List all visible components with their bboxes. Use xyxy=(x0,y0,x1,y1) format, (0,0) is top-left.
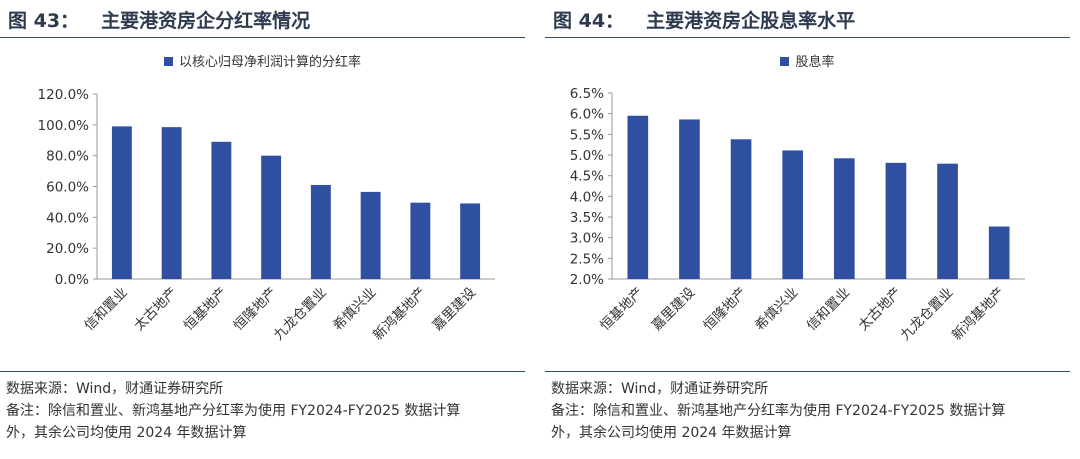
y-tick-label: 3.0% xyxy=(570,231,604,247)
figure-43-number: 图 43： xyxy=(8,10,80,32)
legend-label: 以核心归母净利润计算的分红率 xyxy=(178,55,361,70)
x-tick-label: 希慎兴业 xyxy=(330,285,379,334)
figure-44-notes: 数据来源：Wind，财通证券研究所 备注：除信和置业、新鸿基地产分红率为使用 F… xyxy=(551,378,1071,444)
bar xyxy=(833,158,855,279)
figure-43-panel: 图 43： 主要港资房企分红率情况 以核心归母净利润计算的分红率 0.0% 20.0… xyxy=(0,0,525,459)
bar xyxy=(460,203,481,279)
x-tick-label: 太古地产 xyxy=(855,285,904,334)
x-tick-label: 信和置业 xyxy=(804,285,853,334)
bottom-divider xyxy=(545,371,1070,372)
x-tick-label: 希慎兴业 xyxy=(752,285,801,334)
source-text: 数据来源：Wind，财通证券研究所 xyxy=(551,381,769,397)
bar xyxy=(410,202,431,279)
y-tick-label: 60.0% xyxy=(46,180,89,196)
y-tick-label: 6.0% xyxy=(570,107,604,123)
x-tick-label: 新鸿基地产 xyxy=(369,284,429,344)
bar xyxy=(937,163,958,279)
top-divider xyxy=(545,37,1070,38)
figure-44-name: 主要港资房企股息率水平 xyxy=(646,10,856,32)
note-text-1: 备注：除信和置业、新鸿基地产分红率为使用 FY2024-FY2025 数据计算 xyxy=(6,403,461,419)
y-tick-label: 100.0% xyxy=(38,118,90,134)
x-tick-label: 恒隆地产 xyxy=(230,285,279,334)
x-tick-label: 新鸿基地产 xyxy=(948,284,1008,344)
bar xyxy=(310,184,331,279)
y-tick-label: 5.0% xyxy=(570,148,604,164)
y-tick-label: 120.0% xyxy=(38,87,90,103)
note-text-2: 外，其余公司均使用 2024 年数据计算 xyxy=(551,425,792,441)
y-tick-label: 4.5% xyxy=(570,169,604,185)
x-tick-label: 嘉里建设 xyxy=(649,285,698,334)
y-tick-label: 2.0% xyxy=(570,272,604,288)
y-tick-label: 2.5% xyxy=(570,251,604,267)
chart-legend: 股息率 xyxy=(545,51,1070,70)
y-tick-label: 5.5% xyxy=(570,127,604,143)
bar xyxy=(627,115,649,279)
top-divider xyxy=(0,37,525,38)
dividend-yield-chart: 2.0% 2.5% 3.0% 3.5% 4.0% 4.5% 5.0% 5.5% 6.0% 6.5%… xyxy=(570,86,1025,344)
bar xyxy=(261,155,282,279)
bar xyxy=(211,141,232,279)
legend-swatch xyxy=(163,57,173,66)
x-tick-label: 九龙仓置业 xyxy=(271,285,330,344)
bar xyxy=(360,191,381,279)
x-tick-label: 恒基地产 xyxy=(596,284,646,334)
bottom-divider xyxy=(0,371,525,372)
bar xyxy=(161,127,182,279)
figure-44-title: 图 44： 主要港资房企股息率水平 xyxy=(553,6,855,33)
bar xyxy=(782,150,804,279)
bar xyxy=(111,126,132,279)
figure-44-panel: 图 44： 主要港资房企股息率水平 股息率 2.0% 2.5% 3.0% 3.5% 4.0… xyxy=(545,0,1070,459)
figure-44-number: 图 44： xyxy=(553,10,625,32)
x-tick-label: 恒隆地产 xyxy=(700,285,749,334)
figure-43-name: 主要港资房企分红率情况 xyxy=(101,10,311,32)
y-tick-label: 3.5% xyxy=(570,210,604,226)
x-tick-label: 太古地产 xyxy=(131,285,180,334)
y-tick-label: 6.5% xyxy=(570,86,604,102)
bar xyxy=(988,226,1010,279)
note-text-1: 备注：除信和置业、新鸿基地产分红率为使用 FY2024-FY2025 数据计算 xyxy=(551,403,1006,419)
source-text: 数据来源：Wind，财通证券研究所 xyxy=(6,381,224,397)
y-tick-label: 20.0% xyxy=(46,241,89,257)
y-tick-label: 40.0% xyxy=(46,210,89,226)
bar xyxy=(730,139,752,279)
x-tick-label: 恒基地产 xyxy=(180,284,230,334)
y-tick-label: 4.0% xyxy=(570,189,604,205)
chart-legend: 以核心归母净利润计算的分红率 xyxy=(0,51,525,70)
y-tick-label: 0.0% xyxy=(55,272,89,288)
y-tick-label: 80.0% xyxy=(46,149,89,165)
note-text-2: 外，其余公司均使用 2024 年数据计算 xyxy=(6,425,247,441)
x-tick-label: 信和置业 xyxy=(81,285,130,334)
payout-ratio-chart: 0.0% 20.0% 40.0% 60.0% 80.0% 100.0% 120.0% 信和置业… xyxy=(38,87,495,344)
legend-label: 股息率 xyxy=(795,55,835,70)
bar xyxy=(885,162,907,279)
x-tick-label: 嘉里建设 xyxy=(429,285,478,334)
legend-swatch xyxy=(780,57,790,66)
figure-43-notes: 数据来源：Wind，财通证券研究所 备注：除信和置业、新鸿基地产分红率为使用 F… xyxy=(6,378,526,444)
x-tick-label: 九龙仓置业 xyxy=(897,285,956,344)
bar xyxy=(679,119,700,279)
figure-43-title: 图 43： 主要港资房企分红率情况 xyxy=(8,6,310,33)
